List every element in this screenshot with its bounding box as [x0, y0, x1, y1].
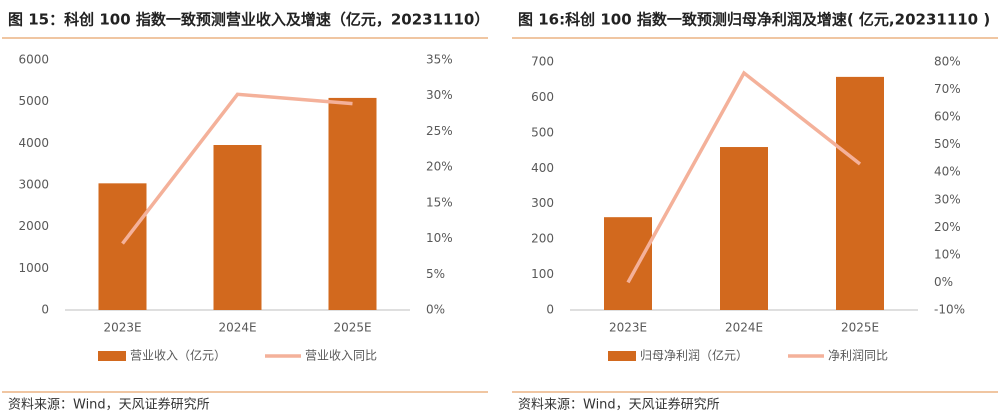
- legend-label: 净利润同比: [828, 349, 888, 363]
- y-tick-label: 0: [546, 303, 554, 317]
- y-tick-label: 2000: [18, 219, 49, 233]
- chart-title: 图 16:科创 100 指数一致预测归母净利润及增速( 亿元,20231110 …: [518, 11, 990, 29]
- y-tick-label: 500: [531, 125, 554, 139]
- source: 资料来源：Wind，天风证券研究所: [8, 397, 210, 413]
- y2-tick-label: 10%: [426, 231, 453, 245]
- x-tick-label: 2024E: [725, 321, 763, 335]
- y2-tick-label: -10%: [934, 303, 965, 317]
- bar: [213, 145, 262, 310]
- y2-tick-label: 20%: [934, 220, 961, 234]
- y-tick-label: 300: [531, 196, 554, 210]
- bar: [836, 76, 884, 310]
- legend-label: 营业收入（亿元）: [130, 348, 226, 363]
- x-tick-label: 2023E: [103, 321, 141, 335]
- line: [121, 92, 353, 245]
- legend-swatch: [98, 351, 126, 361]
- legend-label: 归母净利润（亿元）: [640, 348, 748, 363]
- x-tick-label: 2025E: [333, 321, 371, 335]
- y-tick-label: 1000: [18, 261, 49, 275]
- y2-tick-label: 70%: [934, 82, 961, 96]
- bar: [328, 97, 377, 311]
- bar: [720, 147, 768, 310]
- y-tick-label: 100: [531, 267, 554, 281]
- y2-tick-label: 80%: [934, 55, 961, 69]
- y2-tick-label: 0%: [426, 303, 445, 317]
- y2-tick-label: 30%: [426, 88, 453, 102]
- y-tick-label: 5000: [18, 94, 49, 108]
- legend-swatch: [608, 351, 636, 361]
- y-tick-label: 400: [531, 161, 554, 175]
- y2-tick-label: 30%: [934, 192, 961, 206]
- y2-tick-label: 60%: [934, 110, 961, 124]
- y-tick-label: 0: [41, 303, 49, 317]
- x-tick-label: 2023E: [609, 321, 647, 335]
- y2-tick-label: 40%: [934, 165, 961, 179]
- y2-tick-label: 25%: [426, 124, 453, 138]
- x-tick-label: 2025E: [841, 321, 879, 335]
- legend-label: 营业收入同比: [305, 349, 377, 363]
- source: 资料来源：Wind，天风证券研究所: [518, 397, 720, 413]
- y2-tick-label: 50%: [934, 137, 961, 151]
- y2-tick-label: 0%: [934, 275, 953, 289]
- y-tick-label: 600: [531, 90, 554, 104]
- y2-tick-label: 20%: [426, 160, 453, 174]
- y2-tick-label: 35%: [426, 53, 453, 67]
- bar: [98, 183, 147, 310]
- y-tick-label: 4000: [18, 136, 49, 150]
- bar: [604, 217, 652, 310]
- y-tick-label: 200: [531, 232, 554, 246]
- y-tick-label: 700: [531, 55, 554, 69]
- line: [626, 70, 862, 284]
- x-tick-label: 2024E: [218, 321, 256, 335]
- chart-title: 图 15：科创 100 指数一致预测营业收入及增速（亿元，20231110）: [8, 11, 489, 29]
- y-tick-label: 6000: [18, 53, 49, 67]
- y-tick-label: 3000: [18, 178, 49, 192]
- y2-tick-label: 15%: [426, 195, 453, 209]
- y2-tick-label: 5%: [426, 267, 445, 281]
- y2-tick-label: 10%: [934, 247, 961, 261]
